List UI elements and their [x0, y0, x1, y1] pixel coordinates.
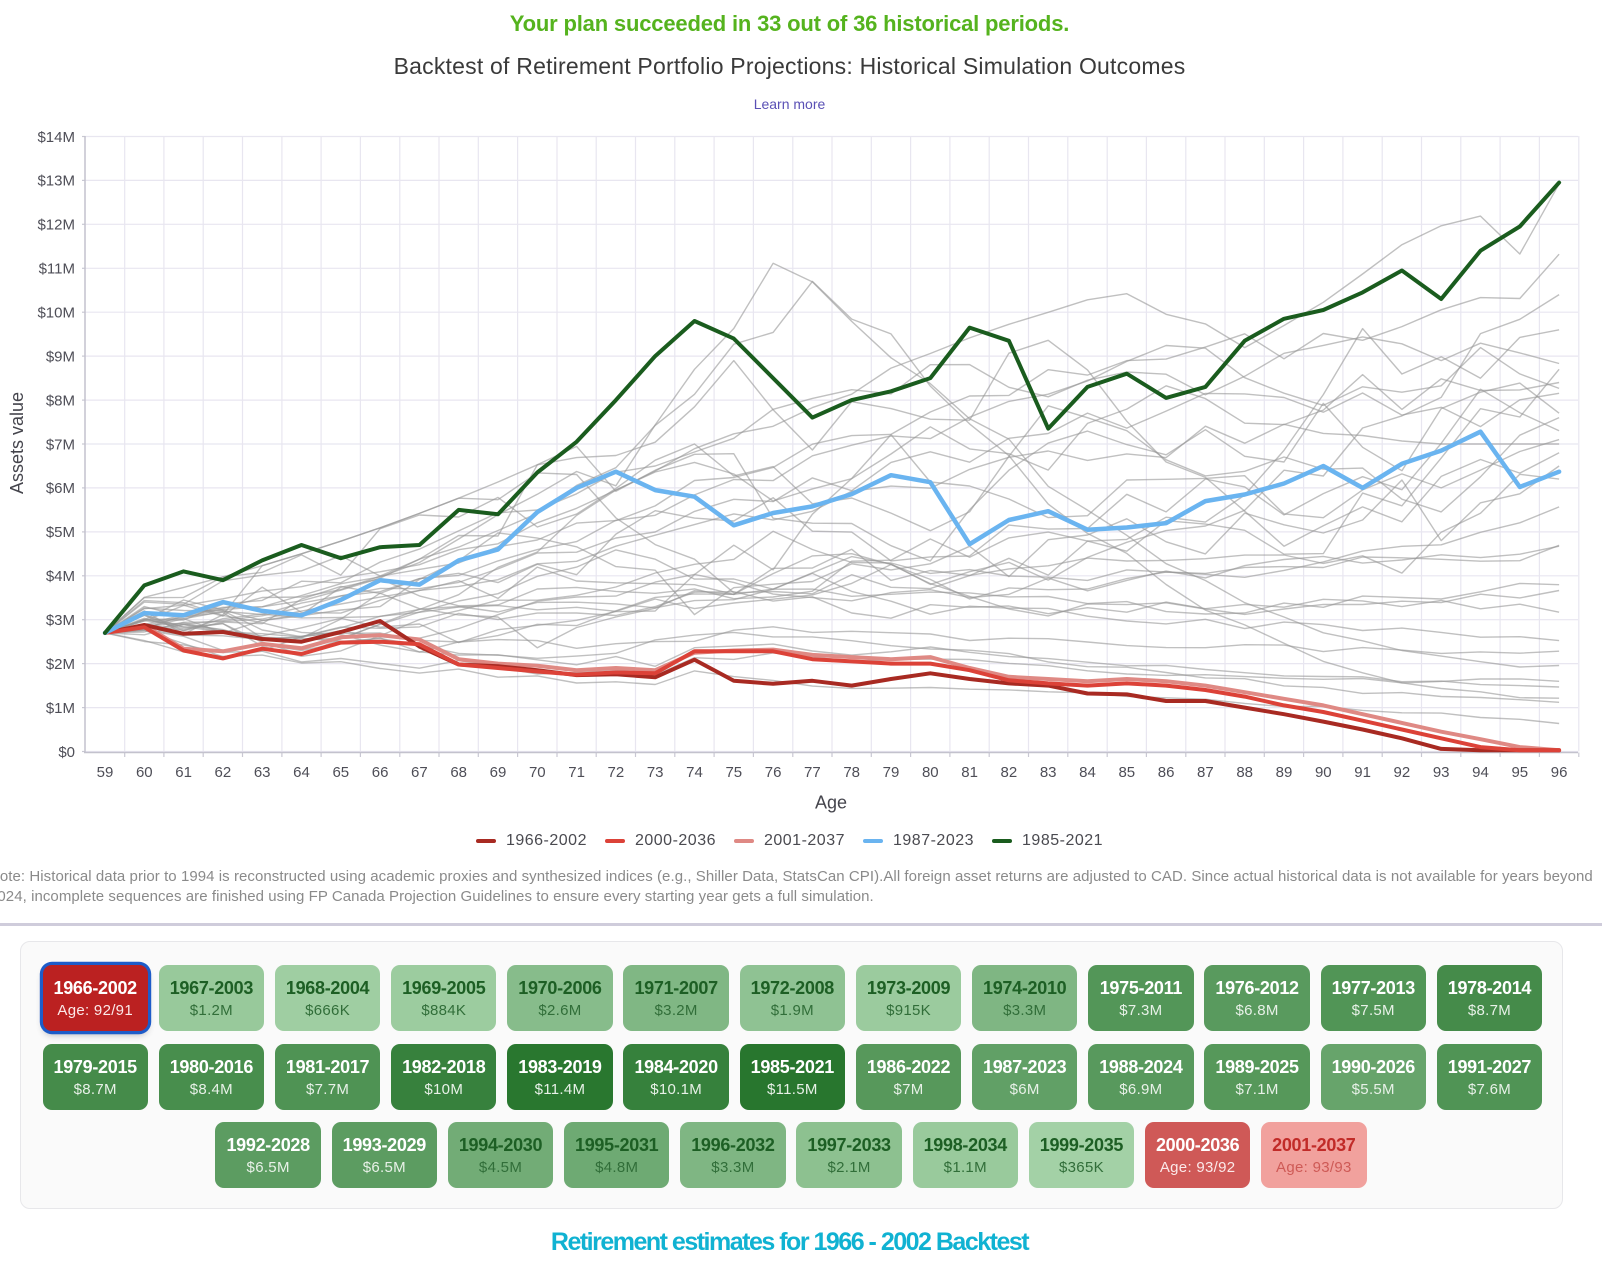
svg-text:$2M: $2M	[46, 656, 75, 673]
svg-text:$1M: $1M	[46, 700, 75, 717]
svg-text:93: 93	[1433, 764, 1450, 781]
svg-text:59: 59	[97, 764, 114, 781]
svg-text:$12M: $12M	[37, 217, 75, 234]
svg-text:92: 92	[1394, 764, 1411, 781]
svg-text:91: 91	[1354, 764, 1371, 781]
svg-text:77: 77	[804, 764, 821, 781]
svg-text:61: 61	[175, 764, 192, 781]
svg-text:$8M: $8M	[46, 392, 75, 409]
svg-text:75: 75	[725, 764, 742, 781]
svg-text:67: 67	[411, 764, 428, 781]
svg-text:$11M: $11M	[39, 261, 75, 278]
svg-text:62: 62	[215, 764, 232, 781]
svg-text:$3M: $3M	[46, 612, 75, 629]
svg-text:81: 81	[961, 764, 978, 781]
svg-text:82: 82	[1001, 764, 1018, 781]
svg-text:$5M: $5M	[46, 524, 75, 541]
svg-text:Age: Age	[815, 793, 847, 813]
svg-text:$4M: $4M	[46, 568, 75, 585]
svg-text:$10M: $10M	[37, 305, 75, 322]
svg-text:64: 64	[293, 764, 310, 781]
svg-text:63: 63	[254, 764, 271, 781]
svg-text:89: 89	[1276, 764, 1293, 781]
svg-text:65: 65	[332, 764, 349, 781]
svg-text:$6M: $6M	[46, 480, 75, 497]
svg-text:88: 88	[1236, 764, 1253, 781]
svg-text:72: 72	[608, 764, 625, 781]
svg-text:70: 70	[529, 764, 546, 781]
svg-text:$9M: $9M	[46, 348, 75, 365]
svg-text:94: 94	[1472, 764, 1489, 781]
svg-text:$14M: $14M	[37, 129, 75, 146]
svg-text:85: 85	[1118, 764, 1135, 781]
svg-text:78: 78	[843, 764, 860, 781]
svg-text:$13M: $13M	[37, 173, 75, 190]
svg-text:60: 60	[136, 764, 153, 781]
svg-text:79: 79	[883, 764, 900, 781]
svg-text:$7M: $7M	[46, 436, 75, 453]
svg-text:68: 68	[450, 764, 467, 781]
svg-text:87: 87	[1197, 764, 1214, 781]
svg-text:84: 84	[1079, 764, 1096, 781]
svg-text:71: 71	[568, 764, 585, 781]
svg-text:86: 86	[1158, 764, 1175, 781]
svg-text:$0: $0	[58, 744, 75, 761]
svg-text:69: 69	[490, 764, 507, 781]
svg-text:96: 96	[1551, 764, 1568, 781]
svg-text:95: 95	[1511, 764, 1528, 781]
svg-text:66: 66	[372, 764, 389, 781]
svg-text:76: 76	[765, 764, 782, 781]
svg-text:83: 83	[1040, 764, 1057, 781]
svg-text:90: 90	[1315, 764, 1332, 781]
svg-text:73: 73	[647, 764, 664, 781]
svg-text:74: 74	[686, 764, 703, 781]
svg-text:Assets value: Assets value	[7, 392, 27, 494]
svg-text:80: 80	[922, 764, 939, 781]
